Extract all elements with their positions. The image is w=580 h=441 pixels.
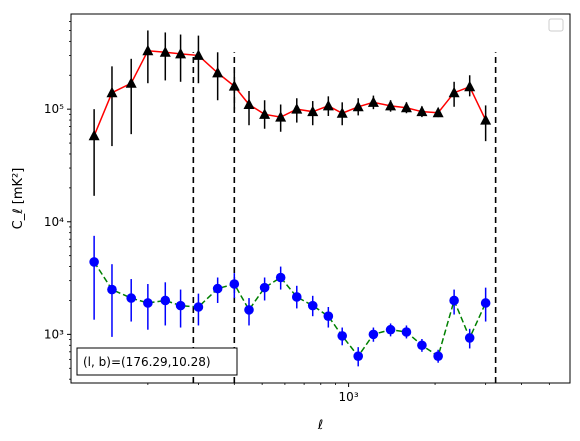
data-point: [143, 298, 153, 308]
data-point: [243, 98, 255, 110]
data-point: [368, 329, 379, 340]
data-point: [159, 46, 171, 57]
data-point: [212, 66, 224, 78]
data-point: [175, 47, 187, 59]
annotation-frame: [76, 347, 238, 376]
data-point: [275, 272, 286, 283]
data-point: [291, 292, 302, 302]
data-point: [229, 279, 240, 289]
data-point: [193, 302, 204, 312]
data-point: [480, 114, 492, 125]
x-tick-label: 10³: [339, 390, 359, 404]
data-point: [353, 351, 364, 362]
data-point: [125, 77, 137, 88]
data-point: [336, 107, 348, 118]
data-point: [275, 111, 287, 122]
data-point: [449, 295, 459, 306]
data-point: [417, 340, 427, 351]
data-point: [307, 105, 319, 117]
y-axis-label: C_ℓ [mK²]: [11, 168, 26, 230]
data-point: [228, 80, 240, 91]
data-point: [352, 100, 364, 112]
legend-box: [548, 18, 564, 32]
annotation-text: (l, b)=(176.29,10.28): [83, 355, 211, 369]
y-tick-label: 10³: [44, 327, 64, 341]
series-line: [93, 261, 487, 358]
y-tick-label: 10⁵: [44, 102, 64, 116]
data-point: [400, 101, 412, 113]
data-point: [212, 283, 223, 294]
data-point: [480, 298, 491, 308]
data-point: [244, 305, 254, 315]
y-tick-label: 10⁴: [44, 215, 64, 229]
data-point: [433, 351, 443, 362]
data-point: [142, 44, 154, 56]
data-point: [337, 331, 348, 341]
data-point: [291, 103, 303, 114]
data-point: [385, 99, 397, 111]
axis-ticks: 10³ 10³ 10⁴ 10⁵: [44, 21, 550, 404]
data-point: [464, 333, 475, 343]
data-point: [192, 49, 204, 60]
data-point: [126, 293, 137, 303]
data-point: [322, 99, 334, 111]
data-point: [367, 96, 379, 107]
data-point: [307, 300, 318, 311]
series-1: [89, 235, 491, 367]
data-point: [401, 327, 412, 337]
series-line: [93, 49, 487, 137]
data-point: [432, 106, 444, 118]
data-point: [259, 108, 271, 119]
data-point: [88, 129, 100, 141]
data-point: [160, 295, 171, 306]
plot-content: [88, 30, 497, 383]
data-point: [385, 324, 396, 335]
data-point: [464, 80, 476, 92]
data-point: [323, 311, 334, 322]
data-point: [107, 284, 117, 295]
annotation-box: (l, b)=(176.29,10.28): [76, 347, 238, 376]
data-point: [106, 86, 118, 98]
data-point: [259, 282, 270, 293]
data-point: [89, 257, 99, 267]
data-point: [175, 300, 186, 311]
x-axis-label: ℓ: [317, 418, 323, 433]
data-point: [448, 86, 460, 98]
data-point: [416, 105, 428, 117]
series-0: [88, 30, 492, 196]
